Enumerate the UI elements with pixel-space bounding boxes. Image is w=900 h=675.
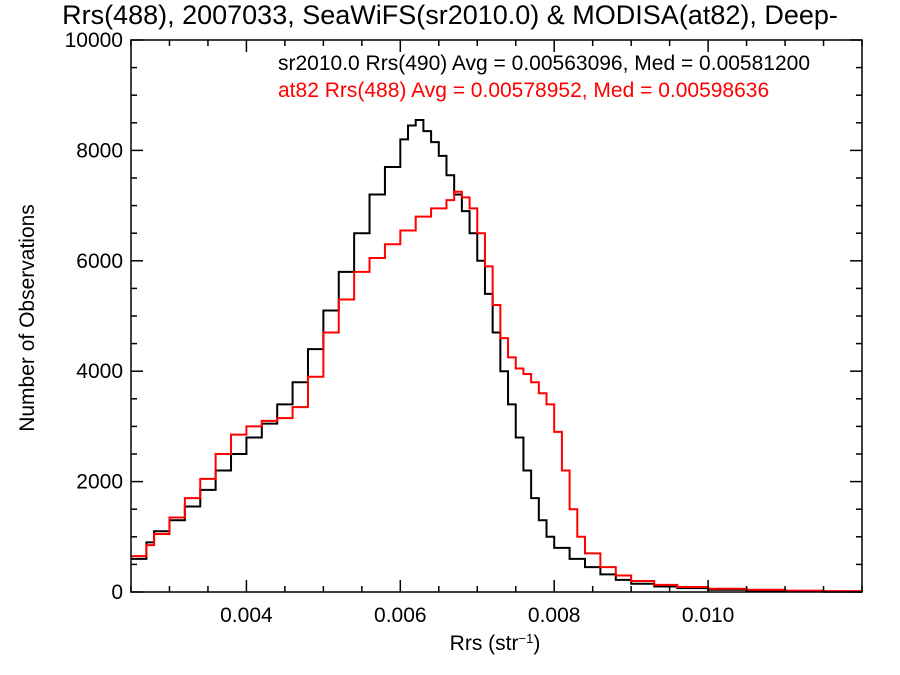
x-axis-label-text: Rrs (str [450, 632, 519, 655]
plot-frame [130, 39, 863, 593]
legend-entry-sr2010: sr2010.0 Rrs(490) Avg = 0.00563096, Med … [278, 52, 810, 75]
y-tick-label: 6000 [76, 250, 123, 273]
x-tick-label: 0.008 [528, 604, 581, 627]
x-tick-label: 0.010 [682, 604, 735, 627]
legend-entry-at82: at82 Rrs(488) Avg = 0.00578952, Med = 0.… [278, 79, 769, 102]
y-tick-label: 8000 [76, 139, 123, 162]
chart-title: Rrs(488), 2007033, SeaWiFS(sr2010.0) & M… [62, 0, 838, 30]
series-line-0 [131, 119, 863, 593]
y-axis-label: Number of Observations [16, 204, 39, 432]
y-tick-label: 0 [111, 581, 123, 604]
y-tick-label: 10000 [65, 29, 123, 52]
y-tick-label: 2000 [76, 471, 123, 494]
y-tick-label: 4000 [76, 360, 123, 383]
x-axis-label: Rrs (str−1) [450, 631, 541, 656]
x-tick-label: 0.004 [220, 604, 273, 627]
plot-area [131, 119, 863, 593]
x-tick-label: 0.006 [374, 604, 427, 627]
series-line-1 [131, 190, 863, 593]
axes: 0.004 0.006 0.008 0.010 0 2000 4000 6000 8000 100… [65, 29, 863, 627]
x-axis-label-superscript: −1 [519, 631, 534, 646]
x-axis-label-close: ) [533, 632, 540, 655]
